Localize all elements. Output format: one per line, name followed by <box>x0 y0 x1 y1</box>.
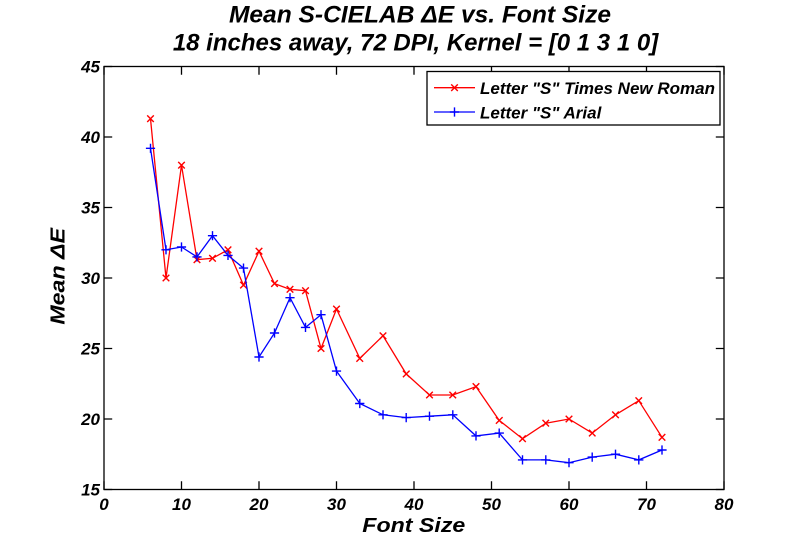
svg-text:15: 15 <box>81 480 100 499</box>
svg-text:Letter "S" Arial: Letter "S" Arial <box>480 104 603 123</box>
svg-text:45: 45 <box>80 57 100 76</box>
svg-text:40: 40 <box>404 495 424 514</box>
svg-text:25: 25 <box>80 339 100 358</box>
svg-text:40: 40 <box>80 128 100 147</box>
svg-text:20: 20 <box>249 495 269 514</box>
svg-text:Mean ΔE: Mean ΔE <box>46 227 69 324</box>
svg-text:20: 20 <box>80 410 100 429</box>
svg-text:35: 35 <box>81 198 100 217</box>
svg-text:80: 80 <box>715 495 734 514</box>
svg-text:18 inches away, 72 DPI, Kernel: 18 inches away, 72 DPI, Kernel = [0 1 3 … <box>173 30 659 57</box>
svg-text:70: 70 <box>637 495 656 514</box>
svg-text:Font Size: Font Size <box>362 513 465 536</box>
svg-text:Mean S-CIELAB ΔE vs. Font Size: Mean S-CIELAB ΔE vs. Font Size <box>229 2 611 29</box>
svg-text:30: 30 <box>327 495 346 514</box>
svg-text:Letter "S" Times New Roman: Letter "S" Times New Roman <box>480 79 715 98</box>
svg-text:60: 60 <box>560 495 579 514</box>
svg-text:30: 30 <box>81 269 100 288</box>
svg-text:0: 0 <box>99 495 109 514</box>
svg-text:50: 50 <box>482 495 501 514</box>
svg-text:10: 10 <box>172 495 191 514</box>
